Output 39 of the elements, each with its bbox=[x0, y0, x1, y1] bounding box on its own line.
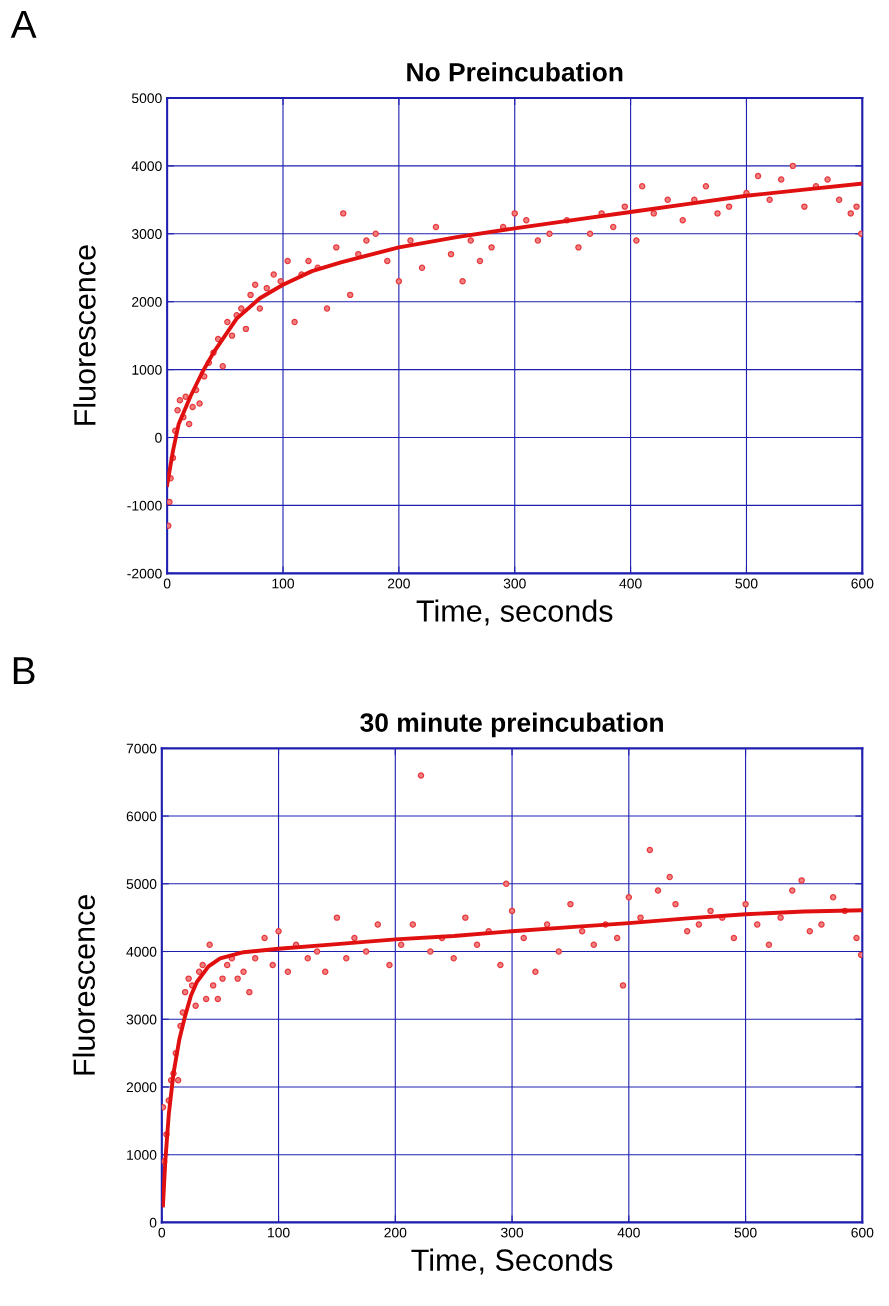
x-tick-label: 300 bbox=[503, 578, 526, 589]
y-axis-title: Fluorescence bbox=[73, 245, 96, 425]
y-tick-label: 5000 bbox=[131, 93, 162, 104]
y-tick-label: 3000 bbox=[126, 1014, 157, 1025]
y-tick-label: 1000 bbox=[127, 1150, 157, 1160]
x-tick-label: 100 bbox=[272, 578, 295, 589]
y-tick-label: 6000 bbox=[126, 811, 157, 822]
x-axis-title: Time, seconds bbox=[416, 599, 613, 626]
x-axis-title: Time, Seconds bbox=[411, 1248, 613, 1275]
x-tick-label: 400 bbox=[619, 578, 642, 589]
x-tick-label: 200 bbox=[387, 578, 410, 589]
x-tick-label: 400 bbox=[617, 1227, 640, 1238]
y-tick-label: -2000 bbox=[127, 568, 162, 579]
y-tick-label: 7000 bbox=[126, 743, 157, 754]
chart-title: No Preincubation bbox=[407, 62, 623, 82]
text: B bbox=[13, 657, 35, 685]
x-tick-label: 500 bbox=[735, 578, 758, 589]
x-tick-label: 600 bbox=[851, 1227, 874, 1238]
y-tick-label: 4000 bbox=[131, 161, 162, 172]
x-tick-label: 500 bbox=[734, 1227, 757, 1238]
y-tick-label: -1000 bbox=[127, 500, 162, 511]
line-series bbox=[167, 181, 863, 487]
x-tick-label: 300 bbox=[501, 1227, 524, 1238]
x-tick-label: 0 bbox=[163, 578, 171, 589]
y-axis-title: Fluorescence bbox=[72, 895, 95, 1075]
y-tick-label: 2000 bbox=[132, 297, 162, 307]
y-tick-label: 0 bbox=[149, 1217, 157, 1228]
y-tick-label: 4000 bbox=[126, 946, 157, 957]
x-tick-label: 200 bbox=[384, 1227, 407, 1238]
text: A bbox=[10, 10, 37, 38]
y-tick-label: 0 bbox=[155, 432, 162, 443]
y-tick-label: 1000 bbox=[132, 364, 162, 375]
y-tick-label: 5000 bbox=[126, 879, 157, 889]
x-tick-label: 100 bbox=[268, 1227, 290, 1238]
chart-title: 30 minute preincubation bbox=[360, 712, 663, 738]
y-tick-label: 2000 bbox=[126, 1082, 157, 1093]
x-tick-label: 600 bbox=[851, 578, 874, 589]
y-tick-label: 3000 bbox=[131, 229, 162, 239]
line-series bbox=[161, 908, 863, 1208]
